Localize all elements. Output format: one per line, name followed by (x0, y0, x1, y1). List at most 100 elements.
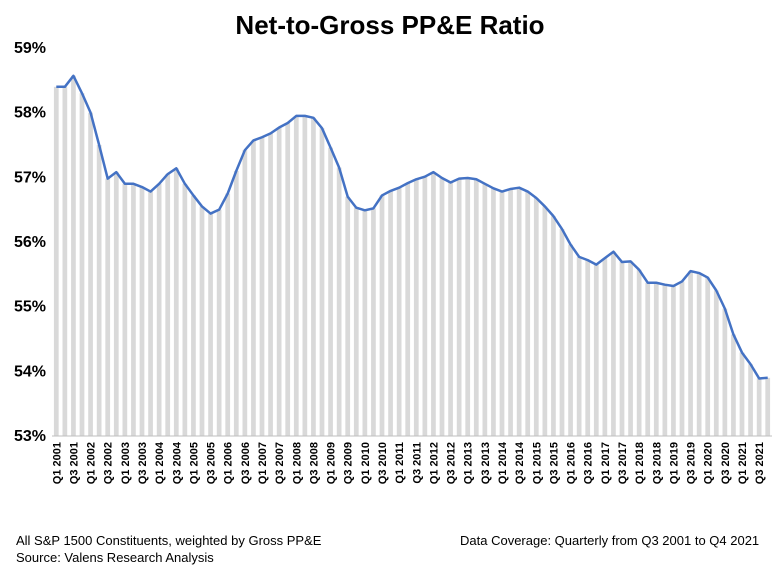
area-column (756, 378, 762, 436)
x-tick-label: Q3 2019 (686, 442, 698, 484)
area-column (216, 209, 222, 436)
area-column (276, 127, 282, 436)
x-tick-label: Q3 2003 (137, 442, 149, 484)
area-column (473, 179, 479, 437)
x-tick-label: Q1 2008 (291, 442, 303, 484)
x-tick-label: Q3 2020 (720, 442, 732, 484)
area-column (713, 290, 719, 436)
area-column (251, 140, 256, 436)
area-column (559, 229, 565, 436)
area-column (285, 123, 291, 436)
y-tick-label: 53% (14, 428, 46, 445)
y-tick-label: 54% (14, 363, 46, 380)
area-column (379, 195, 385, 436)
area-column (79, 93, 85, 437)
x-tick-label: Q1 2010 (360, 442, 372, 484)
footnote-source: All S&P 1500 Constituents, weighted by G… (16, 532, 321, 566)
area-column (353, 207, 359, 436)
area-column (345, 196, 351, 436)
area-column (371, 208, 376, 436)
footnote-source-line: Source: Valens Research Analysis (16, 550, 214, 565)
area-column (225, 193, 231, 436)
area-column (688, 271, 693, 436)
x-tick-label: Q1 2004 (154, 441, 166, 484)
area-column (645, 282, 651, 436)
x-tick-label: Q1 2020 (703, 442, 715, 484)
x-tick-label: Q1 2003 (120, 442, 132, 484)
area-column (96, 145, 102, 436)
area-column (491, 188, 496, 436)
x-tick-label: Q1 2007 (257, 442, 269, 484)
area-column (139, 187, 145, 436)
y-tick-label: 58% (14, 105, 46, 122)
area-column (456, 178, 462, 437)
x-tick-label: Q3 2021 (754, 442, 766, 484)
area-column (362, 210, 368, 436)
area-column (413, 179, 419, 437)
area-column (131, 183, 136, 436)
area-column (653, 282, 659, 436)
area-column (551, 216, 556, 436)
y-tick-label: 57% (14, 169, 46, 186)
area-column (53, 86, 59, 437)
area-column (293, 115, 299, 437)
area-column (662, 284, 668, 436)
area-column (319, 128, 325, 437)
x-tick-label: Q1 2002 (86, 442, 98, 484)
x-tick-label: Q1 2001 (51, 442, 63, 484)
area-column (602, 258, 608, 436)
y-tick-label: 56% (14, 234, 46, 251)
x-tick-label: Q1 2014 (497, 441, 509, 484)
x-tick-label: Q3 2017 (617, 442, 629, 484)
area-column (182, 183, 188, 436)
x-tick-label: Q3 2018 (651, 442, 663, 484)
area-column (105, 178, 111, 437)
area-column (568, 244, 573, 436)
area-column (533, 198, 539, 436)
area-column (525, 191, 531, 436)
area-column (122, 183, 128, 436)
area-column (731, 334, 736, 436)
series-line (56, 74, 768, 380)
x-tick-label: Q3 2013 (480, 442, 492, 484)
area-column (242, 150, 248, 436)
area-column (62, 86, 68, 437)
area-column (328, 147, 333, 436)
area-column (388, 190, 393, 436)
area-column (71, 75, 76, 436)
x-tick-label: Q1 2018 (634, 442, 646, 484)
x-tick-label: Q3 2011 (411, 442, 423, 484)
area-column (302, 115, 308, 437)
area-column (585, 260, 591, 436)
footnote-coverage-line: Data Coverage: Quarterly from Q3 2001 to… (460, 533, 760, 548)
area-column (576, 256, 582, 436)
area-column (422, 176, 428, 437)
area-column (405, 183, 411, 436)
area-column (705, 277, 711, 436)
x-tick-label: Q3 2006 (240, 442, 252, 484)
x-tick-label: Q3 2015 (548, 442, 560, 484)
x-tick-label: Q1 2011 (394, 442, 406, 484)
area-column (156, 183, 162, 436)
footnote-data-coverage: Data Coverage: Quarterly from Q3 2001 to… (460, 532, 759, 549)
x-tick-label: Q3 2005 (206, 442, 218, 484)
area-column (165, 174, 171, 436)
x-tick-label: Q1 2021 (737, 442, 749, 484)
area-column (765, 377, 771, 436)
area-column (336, 167, 342, 436)
area-column (268, 133, 273, 437)
x-tick-label: Q3 2002 (103, 442, 115, 484)
area-column (259, 137, 265, 437)
area-column (748, 364, 753, 436)
x-tick-label: Q1 2019 (668, 442, 680, 484)
area-column (619, 262, 625, 436)
area-column (113, 172, 119, 436)
x-tick-label: Q1 2012 (428, 442, 440, 484)
area-column (148, 191, 153, 436)
x-tick-label: Q1 2013 (463, 442, 475, 484)
area-column (173, 168, 179, 436)
area-column (199, 206, 205, 436)
area-column (311, 117, 316, 436)
area-column (448, 182, 453, 436)
x-tick-label: Q1 2005 (188, 442, 200, 484)
